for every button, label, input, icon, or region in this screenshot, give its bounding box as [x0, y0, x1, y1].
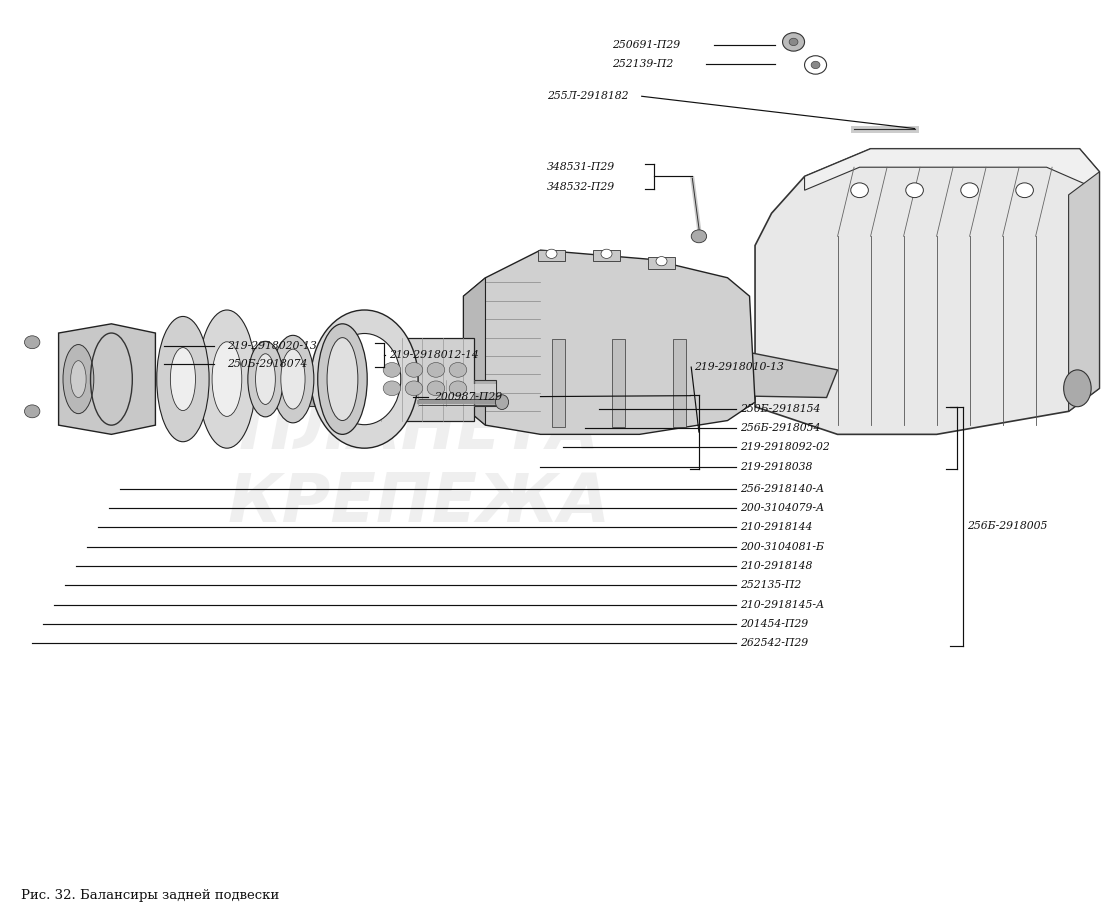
Circle shape — [601, 249, 612, 259]
Ellipse shape — [1063, 370, 1091, 407]
Text: 348531-П29: 348531-П29 — [547, 163, 615, 172]
Text: 210-2918148: 210-2918148 — [740, 561, 812, 571]
Text: 256Б-2918054: 256Б-2918054 — [740, 423, 820, 433]
Text: 210-2918145-А: 210-2918145-А — [740, 600, 824, 610]
Bar — [612, 339, 625, 427]
Ellipse shape — [328, 337, 357, 420]
Text: 219-2918012-14: 219-2918012-14 — [388, 350, 479, 360]
Ellipse shape — [212, 342, 242, 417]
Ellipse shape — [329, 334, 400, 425]
Text: 250691-П29: 250691-П29 — [612, 40, 681, 50]
Text: 219-2918092-02: 219-2918092-02 — [740, 443, 829, 452]
Text: 252139-П2: 252139-П2 — [612, 59, 673, 69]
Ellipse shape — [256, 354, 276, 405]
Circle shape — [850, 183, 868, 198]
Circle shape — [383, 381, 400, 395]
Text: 256Б-2918005: 256Б-2918005 — [967, 521, 1048, 531]
Text: 256-2918140-А: 256-2918140-А — [740, 484, 824, 493]
Ellipse shape — [170, 347, 195, 410]
Text: 210-2918144: 210-2918144 — [740, 522, 812, 532]
Text: 348532-П29: 348532-П29 — [547, 181, 615, 191]
Circle shape — [24, 335, 40, 348]
Circle shape — [782, 32, 804, 51]
Ellipse shape — [495, 395, 508, 409]
Circle shape — [1016, 183, 1034, 198]
Polygon shape — [574, 333, 837, 397]
Circle shape — [405, 381, 422, 395]
Bar — [593, 250, 620, 261]
Text: 250Б-2918154: 250Б-2918154 — [740, 404, 820, 414]
Bar — [211, 380, 496, 406]
Polygon shape — [1069, 172, 1100, 411]
Bar — [649, 258, 675, 269]
Text: 200-3104079-А: 200-3104079-А — [740, 503, 824, 513]
Text: 201454-П29: 201454-П29 — [740, 619, 807, 629]
Text: ПЛАНЕТА: ПЛАНЕТА — [239, 396, 600, 463]
Ellipse shape — [71, 360, 86, 397]
Circle shape — [811, 61, 820, 68]
Ellipse shape — [311, 310, 418, 448]
Polygon shape — [58, 323, 156, 434]
Text: Рис. 32. Балансиры задней подвески: Рис. 32. Балансиры задней подвески — [21, 889, 279, 903]
Bar — [552, 339, 565, 427]
Circle shape — [427, 362, 445, 377]
Ellipse shape — [157, 316, 210, 442]
Polygon shape — [804, 149, 1100, 190]
Bar — [538, 250, 565, 261]
Circle shape — [656, 257, 667, 266]
Circle shape — [961, 183, 978, 198]
Text: 219-2918020-13: 219-2918020-13 — [227, 341, 317, 351]
Circle shape — [449, 381, 467, 395]
Circle shape — [383, 362, 400, 377]
Circle shape — [24, 405, 40, 418]
Ellipse shape — [199, 310, 256, 448]
Bar — [673, 339, 686, 427]
Text: 250Б-2918074: 250Б-2918074 — [227, 359, 308, 370]
Text: 200987-П29: 200987-П29 — [433, 392, 502, 402]
Bar — [211, 383, 496, 393]
Ellipse shape — [281, 349, 306, 409]
Text: 252135-П2: 252135-П2 — [740, 580, 801, 590]
Circle shape — [449, 362, 467, 377]
Circle shape — [789, 38, 797, 45]
Ellipse shape — [63, 345, 94, 414]
Circle shape — [906, 183, 923, 198]
Polygon shape — [463, 250, 756, 434]
Polygon shape — [463, 278, 485, 425]
Bar — [370, 337, 474, 420]
Text: 219-2918038: 219-2918038 — [740, 462, 812, 471]
Polygon shape — [756, 149, 1100, 434]
Ellipse shape — [272, 335, 314, 423]
Text: 262542-П29: 262542-П29 — [740, 638, 807, 649]
Ellipse shape — [318, 323, 367, 434]
Ellipse shape — [248, 341, 283, 417]
Text: 255Л-2918182: 255Л-2918182 — [547, 91, 629, 102]
Circle shape — [692, 230, 707, 243]
Text: 200-3104081-Б: 200-3104081-Б — [740, 541, 824, 552]
Circle shape — [405, 362, 422, 377]
Circle shape — [427, 381, 445, 395]
Text: 219-2918010-13: 219-2918010-13 — [695, 362, 784, 372]
Circle shape — [546, 249, 557, 259]
Text: КРЕПЕЖА: КРЕПЕЖА — [228, 470, 611, 537]
